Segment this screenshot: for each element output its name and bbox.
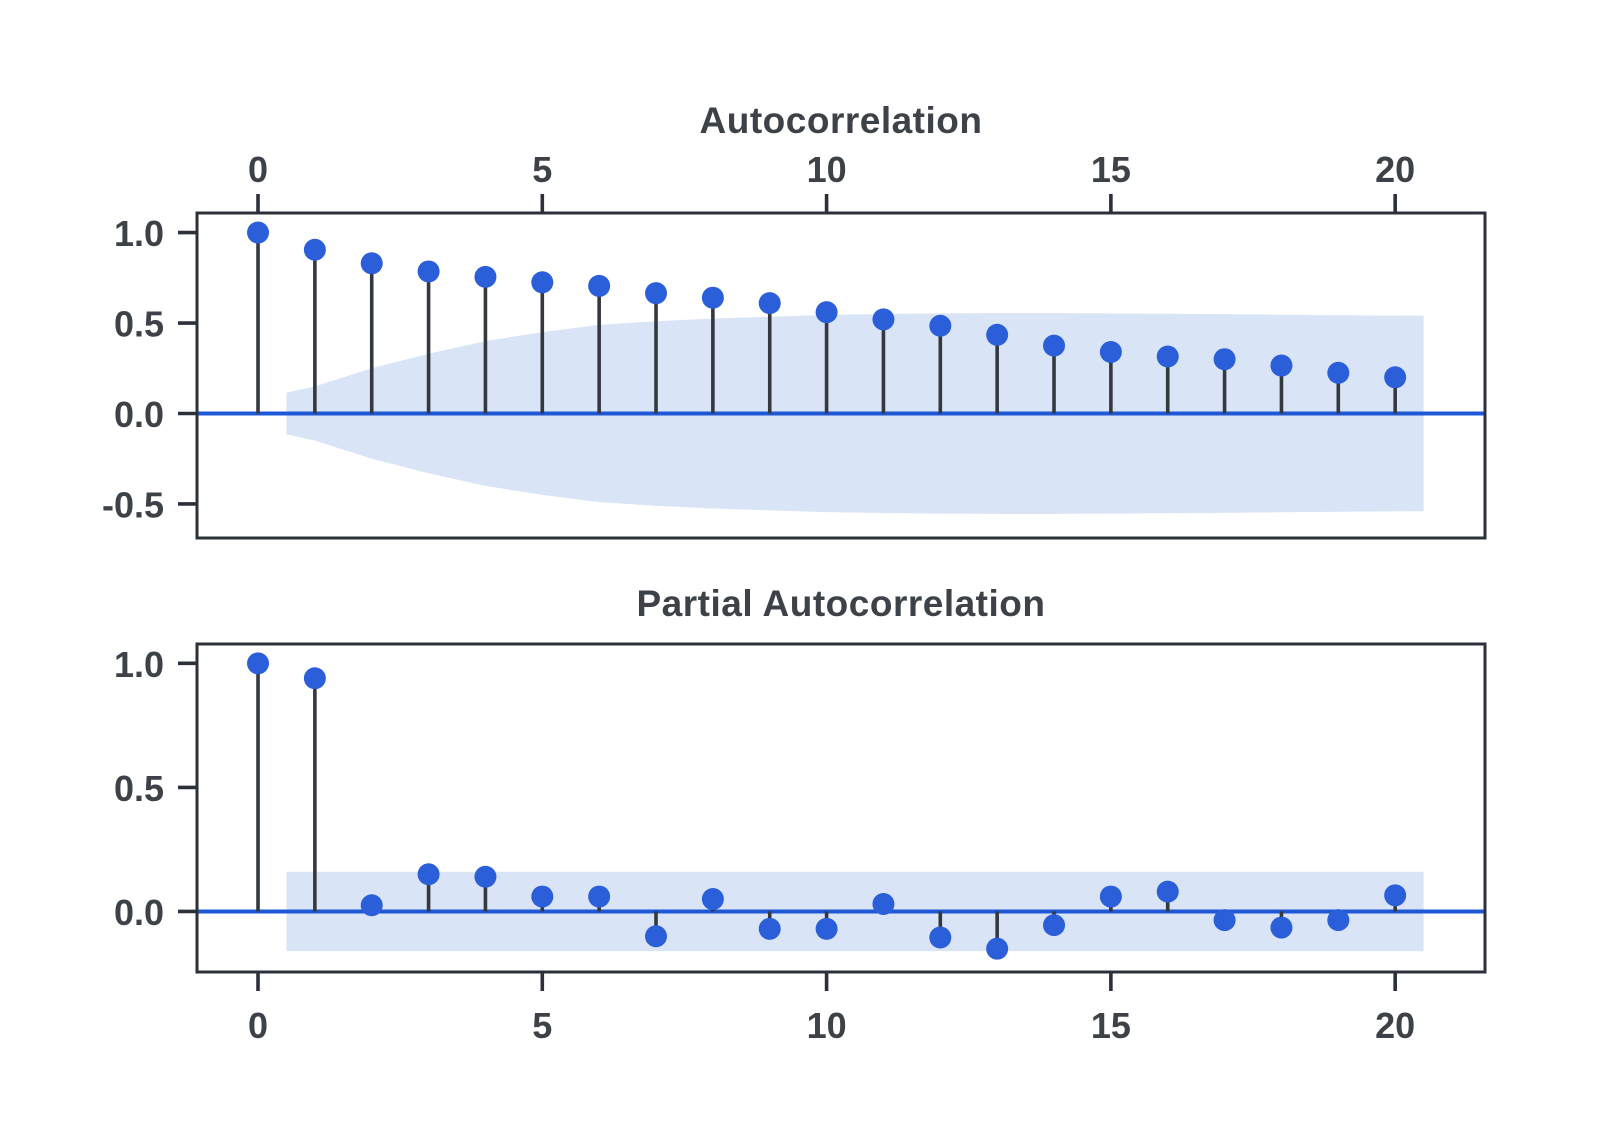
acf-point: [1384, 366, 1407, 389]
acf-point: [1156, 345, 1179, 368]
pacf-point: [1213, 909, 1236, 932]
pacf-point: [303, 667, 326, 690]
pacf-point: [588, 885, 611, 908]
pacf-point: [872, 893, 895, 916]
acf-x-tick-label: 20: [1375, 149, 1415, 190]
pacf-point: [474, 865, 497, 888]
pacf-y-tick-label: 1.0: [114, 644, 164, 685]
pacf-point: [1099, 885, 1122, 908]
acf-point: [758, 292, 781, 315]
acf-plot-border: [195, 211, 1487, 540]
pacf-x-tick-label: 10: [807, 1005, 847, 1046]
pacf-point: [758, 917, 781, 940]
acf-point: [1099, 340, 1122, 363]
pacf-point: [815, 917, 838, 940]
pacf-point: [986, 937, 1009, 960]
pacf-point: [531, 885, 554, 908]
acf-point: [1270, 354, 1293, 377]
acf-point: [303, 238, 326, 261]
acf-point: [417, 260, 440, 283]
acf-point: [929, 314, 952, 337]
acf-point: [872, 308, 895, 331]
pacf-point: [645, 925, 668, 948]
pacf-y-tick-label: 0.0: [114, 892, 164, 933]
acf-point: [360, 252, 383, 275]
acf-point: [1043, 334, 1066, 357]
pacf-x-tick-label: 15: [1091, 1005, 1131, 1046]
pacf-point: [1156, 880, 1179, 903]
acf-y-tick-label: 1.0: [114, 213, 164, 254]
pacf-point: [1327, 909, 1350, 932]
pacf-x-tick-label: 5: [532, 1005, 552, 1046]
acf-x-tick-label: 15: [1091, 149, 1131, 190]
acf-x-tick-label: 0: [248, 149, 268, 190]
acf-point: [815, 301, 838, 324]
acf-point: [986, 323, 1009, 346]
pacf-point: [1270, 916, 1293, 939]
pacf-point: [929, 926, 952, 949]
pacf-point: [1384, 884, 1407, 907]
pacf-point: [1043, 914, 1066, 937]
acf-x-tick-label: 10: [807, 149, 847, 190]
acf-point: [701, 286, 724, 309]
acf-x-tick-label: 5: [532, 149, 552, 190]
acf-point: [1213, 348, 1236, 371]
acf-point: [474, 265, 497, 288]
pacf-title: Partial Autocorrelation: [636, 583, 1046, 624]
acf-point: [247, 221, 270, 244]
pacf-point: [701, 888, 724, 911]
acf-point: [1327, 361, 1350, 384]
acf-y-tick-label: 0.0: [114, 394, 164, 435]
pacf-point: [360, 894, 383, 917]
pacf-point: [417, 863, 440, 886]
pacf-plot-border: [195, 642, 1487, 974]
acf-point: [531, 271, 554, 294]
acf-point: [588, 274, 611, 297]
pacf-point: [247, 652, 270, 675]
pacf-x-tick-label: 20: [1375, 1005, 1415, 1046]
pacf-x-tick-label: 0: [248, 1005, 268, 1046]
acf-point: [645, 282, 668, 305]
acf-y-tick-label: -0.5: [102, 484, 164, 525]
acf-title: Autocorrelation: [699, 100, 983, 141]
pacf-y-tick-label: 0.5: [114, 768, 164, 809]
acf-y-tick-label: 0.5: [114, 304, 164, 345]
